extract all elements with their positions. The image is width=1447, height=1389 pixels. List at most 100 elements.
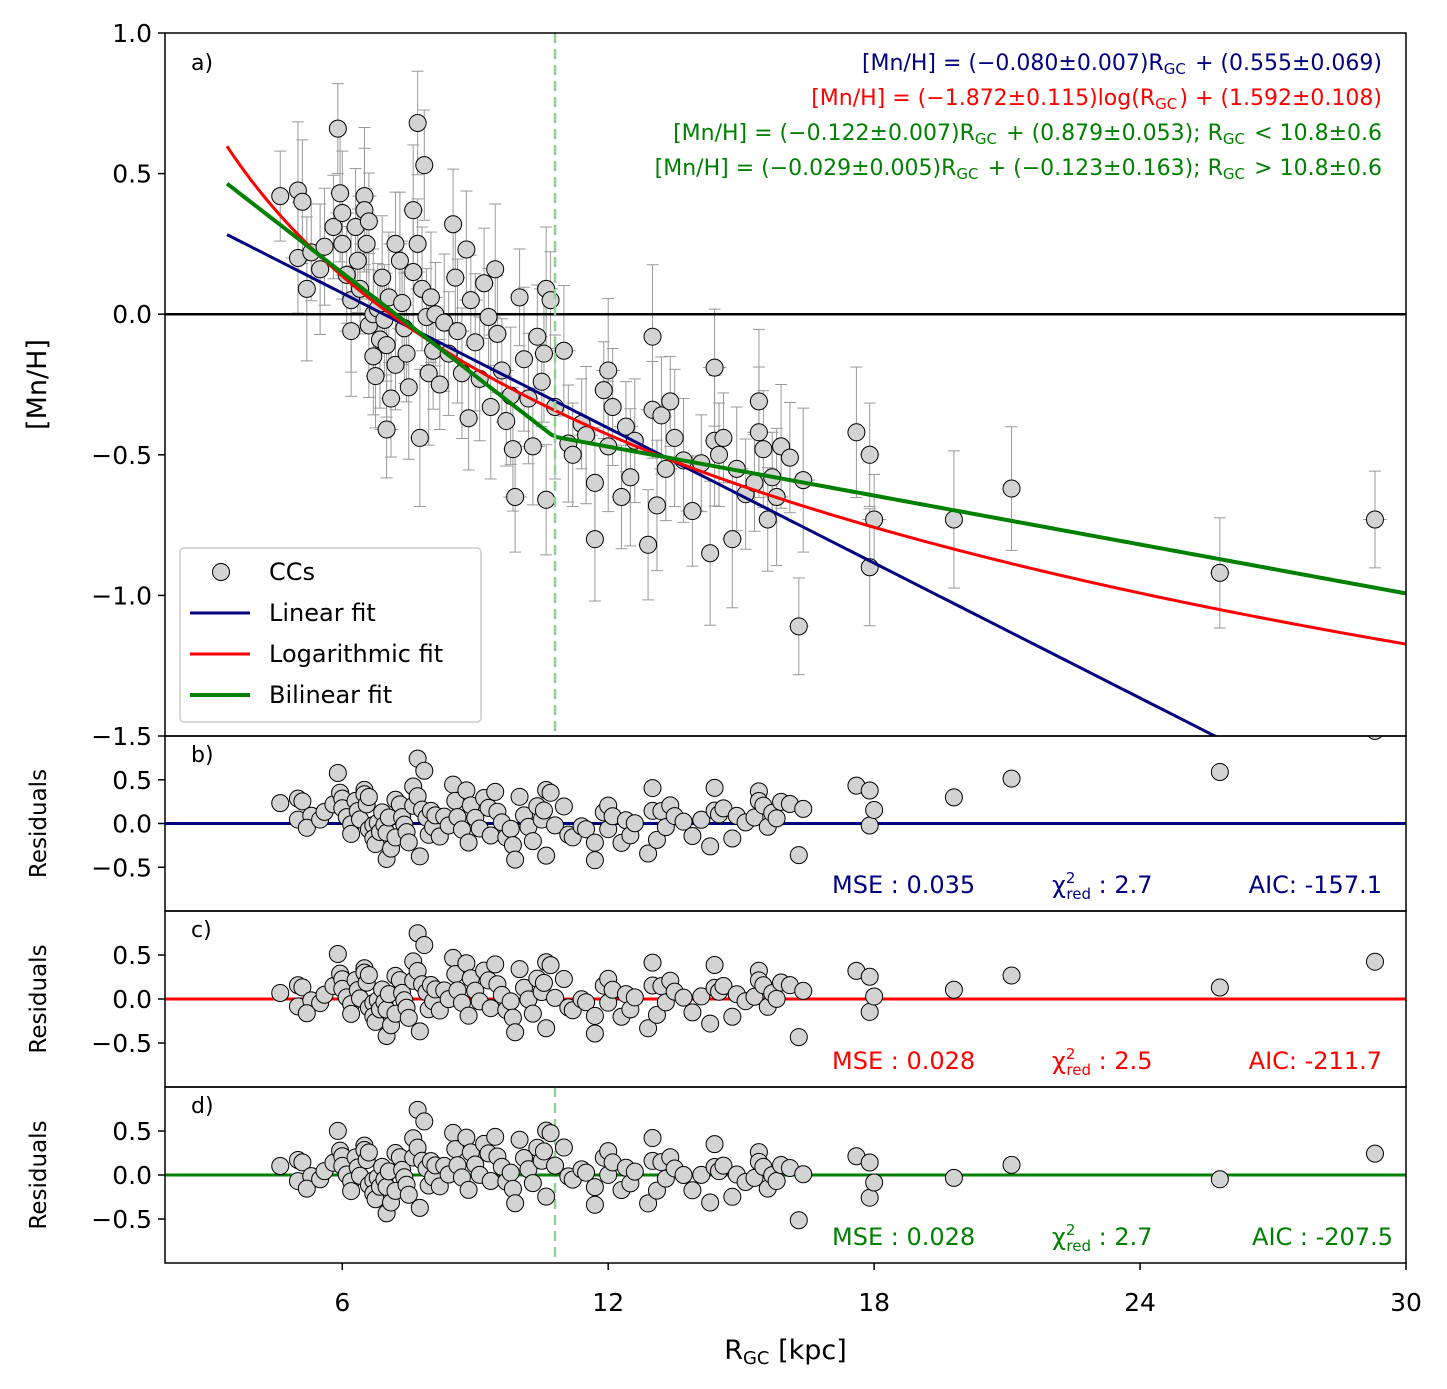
data-point (404, 263, 423, 282)
y-tick-label: −0.5 (91, 1029, 152, 1058)
plot-area-c (165, 924, 1406, 1047)
data-point (342, 322, 361, 341)
residual-point (692, 987, 711, 1006)
y-tick-label: −0.5 (91, 441, 152, 470)
residual-point (359, 787, 378, 806)
data-point (537, 490, 556, 509)
data-point (652, 406, 671, 425)
data-point (563, 445, 582, 464)
residual-point (501, 992, 520, 1011)
data-point (749, 392, 768, 411)
x-axis: 6 12 18 24 30 RGC [kpc] (334, 1263, 1422, 1369)
residual-point (625, 814, 644, 833)
residual-point (789, 1028, 808, 1047)
residual-point (865, 1173, 884, 1192)
residual-point (585, 1024, 604, 1043)
data-point (647, 496, 666, 515)
residual-point (271, 794, 290, 813)
data-point (754, 440, 773, 459)
residual-point (459, 1180, 478, 1199)
chi2-stat: χ2 red : 2.7 (1052, 1221, 1153, 1255)
data-point (599, 361, 618, 380)
residual-point (342, 1004, 361, 1023)
y-tick-label: −0.5 (91, 1205, 152, 1234)
data-point (331, 184, 350, 203)
residual-point (546, 988, 565, 1007)
data-point (665, 428, 684, 447)
y-tick-label: −0.5 (91, 853, 152, 882)
residual-point (1002, 769, 1021, 788)
data-point (359, 212, 378, 231)
residual-point (585, 1178, 604, 1197)
mse-stat: MSE : 0.035 (832, 871, 975, 899)
data-point (585, 530, 604, 549)
data-point (386, 234, 405, 253)
y-axis-label: [Mn/H] (22, 339, 53, 430)
legend: CCs Linear fit Logarithmic fit Bilinear fit (179, 547, 482, 723)
residual-points (271, 736, 1383, 870)
residual-point (359, 966, 378, 985)
residual-point (860, 967, 879, 986)
data-point (701, 544, 720, 563)
residual-point (944, 788, 963, 807)
residual-point (674, 812, 693, 831)
data-point (481, 397, 500, 416)
x-tick-label: 24 (1124, 1288, 1156, 1317)
y-tick-label: 0.0 (112, 300, 152, 329)
data-point (297, 279, 316, 298)
residual-point (639, 1194, 658, 1213)
residual-point (705, 778, 724, 797)
panel-d-frame (164, 1086, 1407, 1264)
residual-point (399, 833, 418, 852)
residual-point (860, 781, 879, 800)
data-point (479, 308, 498, 327)
residual-point (701, 837, 720, 856)
residual-point (625, 1162, 644, 1181)
residual-point (723, 1187, 742, 1206)
residual-point (692, 1165, 711, 1184)
data-point (466, 333, 485, 352)
data-point (324, 218, 343, 237)
data-point (357, 234, 376, 253)
data-point (333, 234, 352, 253)
data-point (528, 327, 547, 346)
data-point (612, 487, 631, 506)
residual-point (537, 1019, 556, 1038)
data-point (749, 423, 768, 442)
residual-point (1210, 1170, 1229, 1189)
data-point (656, 459, 675, 478)
data-point (397, 344, 416, 363)
data-point (860, 445, 879, 464)
y-tick-label: 0.5 (112, 766, 152, 795)
residual-point (1365, 952, 1384, 971)
residual-point (546, 816, 565, 835)
residual-point (399, 1008, 418, 1027)
residual-point (1002, 966, 1021, 985)
data-point (408, 113, 427, 132)
residual-point (705, 1135, 724, 1154)
panel-tag: c) (191, 918, 212, 943)
residual-point (342, 1182, 361, 1201)
residual-point (410, 1198, 429, 1217)
residual-point (643, 1129, 662, 1148)
fit-equation: [Mn/H] = (−0.080±0.007)RGC + (0.555±0.06… (862, 51, 1382, 78)
residual-point (486, 955, 505, 974)
residual-point (683, 1181, 702, 1200)
residual-point (683, 827, 702, 846)
residual-point (359, 1143, 378, 1162)
residual-point (794, 1165, 813, 1184)
data-point (415, 156, 434, 175)
residual-point (643, 779, 662, 798)
data-point (1210, 563, 1229, 582)
residual-point (342, 824, 361, 843)
residual-point (510, 787, 529, 806)
residual-point (293, 978, 312, 997)
x-tick-label: 6 (334, 1288, 350, 1317)
data-point (408, 234, 427, 253)
data-point (541, 291, 560, 310)
residual-point (271, 983, 290, 1002)
data-point (410, 428, 429, 447)
residual-point (639, 1019, 658, 1038)
